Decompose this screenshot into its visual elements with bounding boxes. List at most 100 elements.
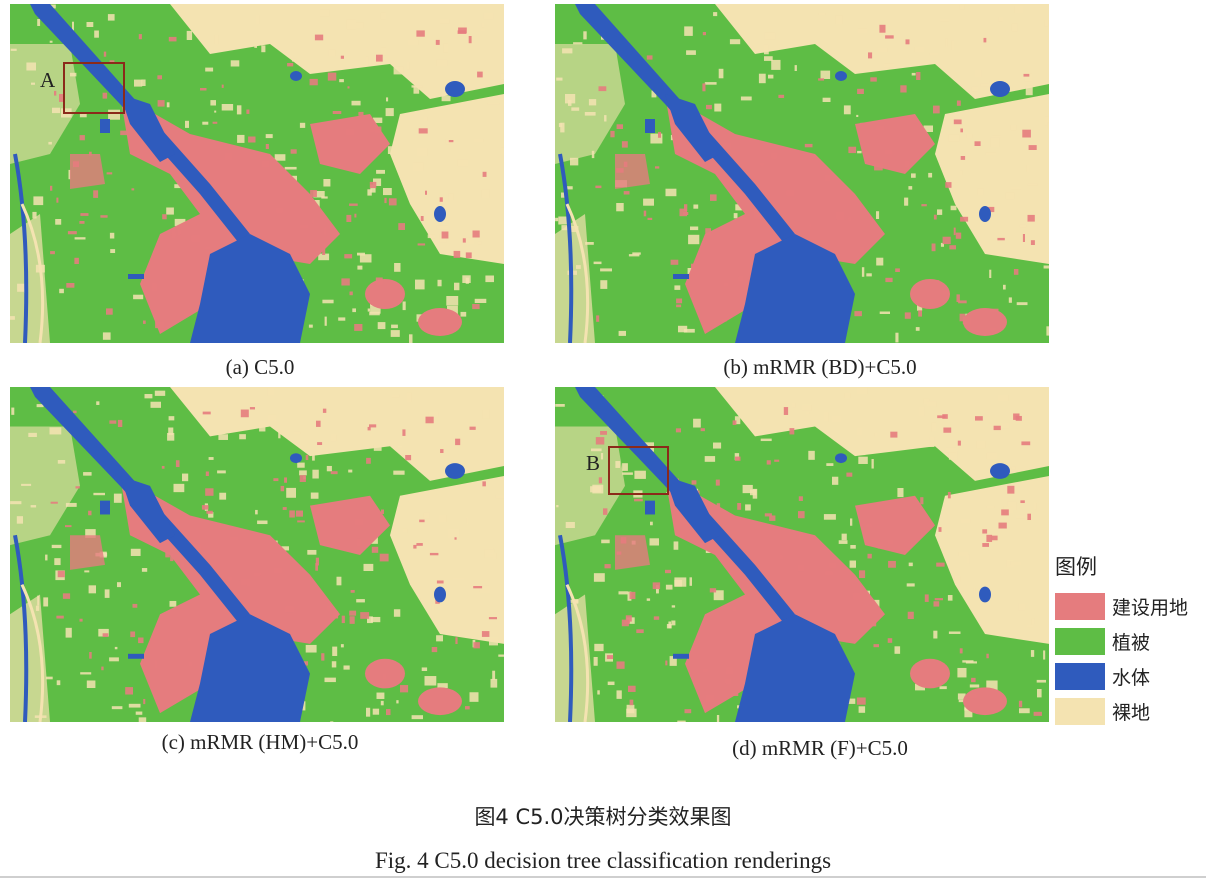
construction-patch: [818, 78, 825, 81]
bare-land-patch: [217, 470, 226, 474]
bare-land-patch: [259, 421, 266, 432]
bare-land-patch: [185, 120, 189, 128]
bare-land-patch: [593, 656, 598, 666]
bare-land-patch: [367, 616, 373, 624]
bare-land-patch: [1037, 688, 1042, 698]
construction-patch: [960, 216, 969, 222]
bare-land-patch: [939, 686, 947, 690]
classification-map: [555, 4, 1049, 343]
bare-land-patch: [911, 173, 916, 178]
construction-patch: [200, 88, 207, 91]
bare-land-patch: [396, 700, 399, 704]
construction-patch: [273, 478, 279, 482]
construction-area: [418, 687, 462, 716]
bare-land-patch: [858, 706, 866, 713]
construction-patch: [933, 214, 937, 220]
construction-patch: [297, 520, 305, 523]
bare-land-patch: [489, 637, 498, 646]
construction-patch: [206, 510, 213, 514]
bare-land-patch: [154, 390, 166, 396]
bare-land-patch: [128, 703, 141, 708]
water-channel: [665, 475, 720, 544]
road: [565, 203, 590, 343]
bare-land-patch: [1010, 125, 1017, 131]
bare-land-patch: [261, 45, 266, 53]
bare-land-patch: [104, 589, 110, 598]
bare-land-patch: [856, 427, 862, 436]
bare-land-patch: [313, 191, 325, 198]
construction-patch: [436, 580, 444, 584]
construction-patch: [65, 525, 72, 528]
bare-land-patch: [393, 470, 405, 475]
construction-patch: [151, 283, 157, 292]
construction-patch: [1028, 145, 1037, 150]
bare-land-patch: [56, 680, 61, 686]
bare-land-patch: [21, 483, 32, 486]
bare-land-patch: [561, 192, 565, 198]
pond: [100, 119, 110, 133]
bare-land-patch: [219, 492, 227, 500]
construction-patch: [933, 601, 940, 607]
construction-area: [418, 308, 462, 336]
bare-land-patch: [501, 147, 504, 156]
bare-land-patch: [130, 548, 141, 556]
construction-patch: [623, 191, 630, 195]
bare-land-patch: [267, 387, 275, 396]
bare-land-area: [390, 475, 504, 644]
bare-land-patch: [68, 169, 71, 180]
pond: [100, 500, 110, 515]
construction-patch: [676, 298, 683, 304]
construction-patch: [665, 660, 668, 666]
bare-land-patch: [107, 14, 115, 21]
construction-patch: [173, 519, 180, 527]
bare-land-patch: [411, 715, 423, 720]
construction-patch: [180, 559, 184, 568]
bare-land-patch: [150, 401, 161, 408]
bare-land-patch: [357, 265, 363, 270]
construction-patch: [628, 685, 636, 692]
construction-patch: [54, 90, 57, 96]
bare-land-patch: [713, 442, 722, 449]
bare-land-patch: [59, 288, 64, 294]
bare-land-patch: [297, 462, 305, 468]
bare-land-patch: [745, 504, 751, 511]
bare-land-patch: [292, 58, 297, 62]
construction-patch: [868, 52, 873, 59]
construction-patch: [349, 291, 353, 296]
bare-land-patch: [409, 334, 413, 343]
construction-patch: [344, 254, 353, 259]
construction-patch: [867, 553, 872, 559]
bare-land-patch: [1011, 186, 1022, 190]
bare-land-patch: [854, 452, 866, 456]
construction-patch: [1027, 214, 1035, 222]
bare-land-patch: [556, 77, 563, 81]
construction-patch: [953, 227, 956, 236]
bare-land-area: [555, 426, 625, 546]
bare-land-patch: [346, 19, 356, 30]
bare-land-patch: [650, 133, 663, 144]
road: [565, 584, 590, 722]
bare-land-patch: [439, 514, 447, 523]
construction-patch: [725, 679, 732, 684]
bare-land-patch: [141, 568, 148, 572]
construction-patch: [990, 328, 996, 331]
construction-patch: [162, 214, 167, 220]
bare-land-patch: [716, 714, 720, 722]
construction-patch: [143, 698, 146, 705]
bare-land-patch: [265, 134, 273, 139]
classification-map: [10, 387, 504, 722]
marker-label-b: B: [586, 451, 601, 475]
construction-patch: [953, 119, 962, 125]
construction-patch: [369, 181, 377, 189]
pond: [445, 463, 465, 479]
bare-land-patch: [674, 579, 682, 587]
construction-patch: [289, 510, 295, 518]
construction-patch: [188, 637, 192, 642]
construction-patch: [340, 55, 344, 59]
bare-land-patch: [474, 298, 487, 303]
bare-land-patch: [182, 473, 189, 482]
construction-patch: [895, 268, 900, 272]
bare-land-patch: [336, 576, 342, 586]
bare-land-patch: [831, 415, 842, 423]
construction-patch: [482, 481, 486, 487]
